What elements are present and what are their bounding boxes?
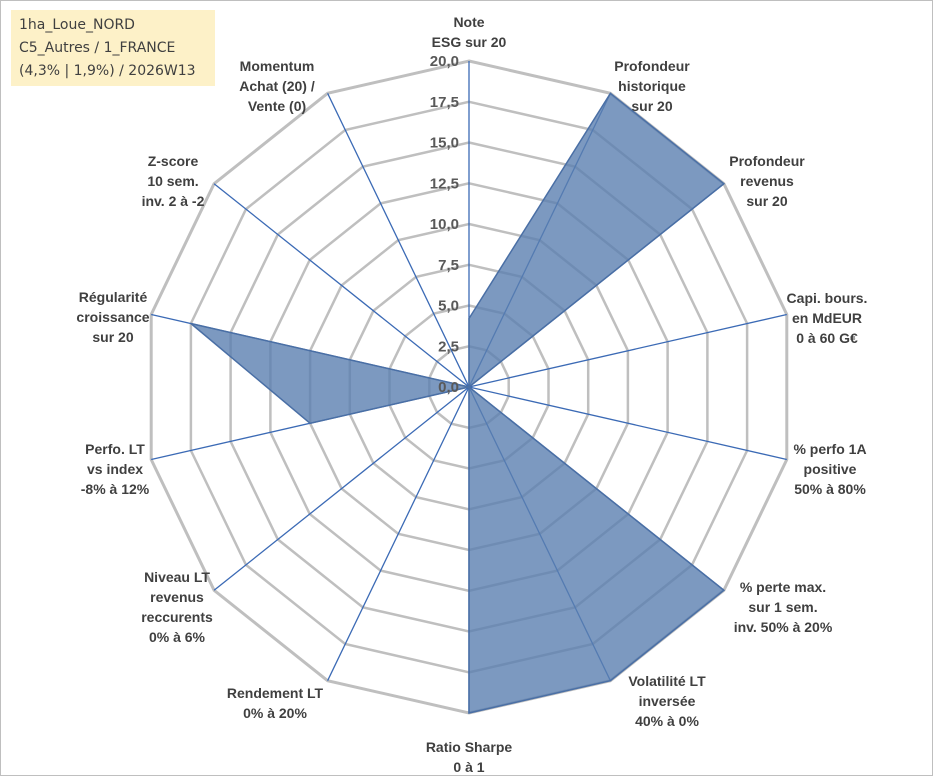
axis-label-10: Perfo. LT vs index -8% à 12% [81,441,150,497]
info-line-3: (4,3% | 1,9%) / 2026W13 [19,63,196,79]
axis-label-2: Profondeur revenus sur 20 [729,153,805,209]
axis-label-11: Régularité croissance sur 20 [76,289,149,345]
label-layer: Note ESG sur 20 Profondeur historique sur 20… [76,14,867,775]
axis-label-4: % perfo 1A positive 50% à 80% [793,441,866,497]
axis-label-13: Momentum Achat (20) / Vente (0) [239,58,315,114]
tick-label: 20,0 [430,53,459,70]
tick-label: 15,0 [430,135,459,152]
tick-label: 10,0 [430,216,459,233]
axis-spoke-13 [327,93,470,388]
axis-label-7: Ratio Sharpe 0 à 1 [426,739,513,775]
axis-label-5: % perte max. sur 1 sem. inv. 50% à 20% [734,579,833,635]
axis-spoke-12 [213,183,470,388]
tick-layer: 0,0 2,5 5,0 7,5 10,0 12,5 15,0 17,5 20,0 [430,53,459,396]
axis-label-6: Volatilité LT inversée 40% à 0% [628,673,706,729]
axis-spoke-8 [327,386,470,681]
tick-label: 0,0 [438,379,459,396]
axis-label-12: Z-score 10 sem. inv. 2 à -2 [142,153,205,209]
info-line-2: C5_Autres / 1_FRANCE [19,40,176,56]
axis-spoke-4 [468,386,787,461]
tick-label: 5,0 [438,298,459,315]
info-line-1: 1ha_Loue_NORD [19,17,135,33]
tick-label: 7,5 [438,257,459,274]
axis-spoke-9 [213,386,470,591]
series-area-0 [190,92,726,714]
axis-label-1: Profondeur historique sur 20 [614,58,690,114]
tick-label: 17,5 [430,94,459,111]
series-layer [190,92,726,714]
axis-spoke-3 [468,313,787,388]
tick-label: 12,5 [430,175,459,192]
axis-label-0: Note ESG sur 20 [432,14,507,50]
tick-label: 2,5 [438,338,459,355]
axis-label-8: Rendement LT 0% à 20% [227,685,324,721]
axis-label-9: Niveau LT revenus reccurents 0% à 6% [141,569,213,645]
info-box: 1ha_Loue_NORD C5_Autres / 1_FRANCE (4,3%… [11,10,215,86]
axis-label-3: Capi. bours. en MdEUR 0 à 60 G€ [787,290,868,346]
